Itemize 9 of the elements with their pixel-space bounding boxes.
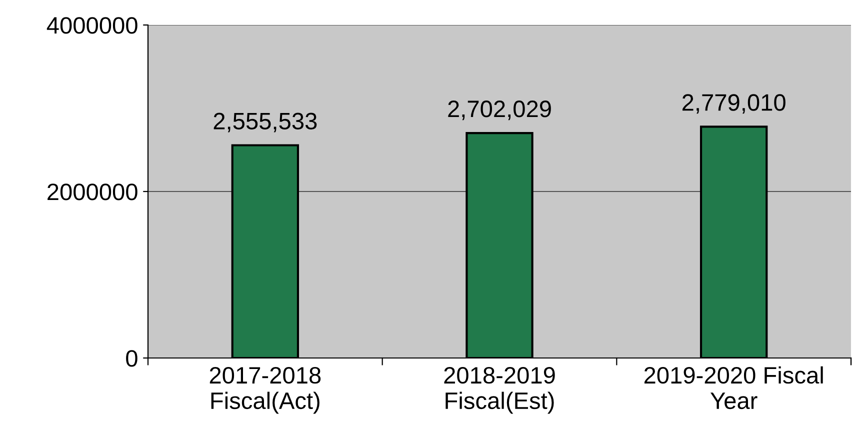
data-label: 2,555,533 (214, 112, 317, 132)
y-tick-label: 0 (126, 350, 138, 367)
data-label: 2,779,010 (682, 94, 786, 114)
y-tick-label: 2000000 (48, 184, 138, 200)
x-tick-label: 2017-2018 Fiscal(Act) (210, 366, 321, 414)
x-tick-label: 2018-2019 Fiscal(Est) (444, 366, 555, 414)
x-tick-label: 2019-2020 Fiscal Year (644, 366, 823, 410)
y-tick-label: 4000000 (46, 17, 138, 34)
data-label: 2,702,029 (448, 100, 551, 120)
